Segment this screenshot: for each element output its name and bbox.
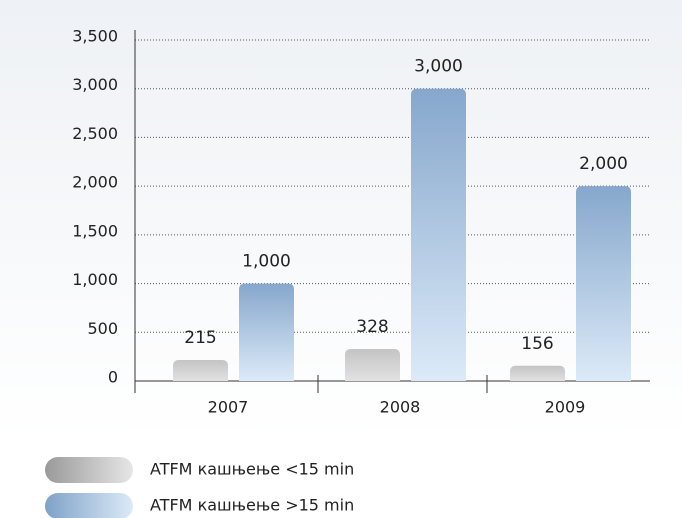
value-label: 215	[184, 328, 216, 348]
y-tick-label: 2,000	[72, 173, 118, 192]
bar	[510, 365, 565, 381]
x-tick-label: 2009	[545, 398, 586, 417]
y-tick-label: 3,500	[72, 27, 118, 46]
bar	[576, 186, 631, 381]
bar	[173, 360, 228, 381]
value-label: 2,000	[579, 154, 628, 174]
legend-label: ATFM кашњење <15 min	[150, 460, 354, 479]
value-label: 156	[521, 334, 553, 354]
y-tick-label: 500	[87, 319, 118, 338]
y-tick-label: 1,000	[72, 270, 118, 289]
x-tick-label: 2007	[208, 398, 249, 417]
legend-swatch	[45, 457, 133, 483]
legend-label: ATFM кашњење >15 min	[150, 496, 354, 515]
bar	[239, 283, 294, 381]
bar	[411, 88, 466, 381]
y-tick-label: 0	[108, 368, 118, 387]
plot-background	[0, 0, 682, 440]
value-label: 328	[356, 317, 388, 337]
legend-swatch	[45, 493, 133, 518]
value-label: 1,000	[242, 252, 291, 272]
bar	[345, 349, 400, 381]
y-tick-label: 1,500	[72, 221, 118, 240]
x-tick-label: 2008	[380, 398, 421, 417]
y-tick-label: 2,500	[72, 124, 118, 143]
value-label: 3,000	[414, 57, 463, 77]
y-tick-label: 3,000	[72, 75, 118, 94]
